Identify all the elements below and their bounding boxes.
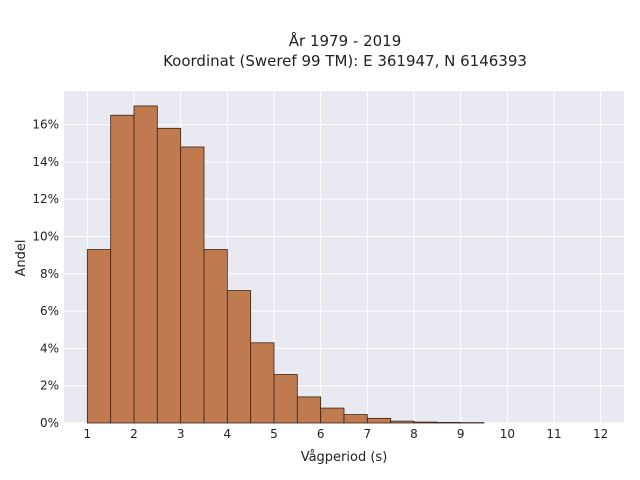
y-tick-label: 4% (40, 341, 59, 355)
histogram-bar (436, 422, 462, 424)
y-tick-label: 14% (32, 155, 59, 169)
histogram-bar (226, 290, 252, 424)
x-tick-label: 10 (500, 427, 515, 441)
y-axis-ticks: 0% 2% 4% 6% 8% 10% 12% 14% 16% (32, 118, 59, 430)
x-tick-label: 4 (224, 427, 232, 441)
histogram-bar (320, 407, 345, 424)
y-tick-label: 6% (40, 304, 59, 318)
histogram-bar (133, 105, 158, 424)
x-tick-label: 2 (130, 427, 138, 441)
y-tick-label: 2% (40, 379, 59, 393)
histogram-bar (413, 421, 438, 424)
x-axis-label: Vågperiod (s) (301, 450, 388, 465)
x-tick-label: 11 (546, 427, 561, 441)
x-tick-label: 8 (410, 427, 418, 441)
histogram-bar (343, 414, 368, 424)
histogram-bar (390, 420, 415, 424)
histogram-bar (250, 342, 275, 424)
x-tick-label: 1 (84, 427, 92, 441)
x-tick-label: 9 (457, 427, 465, 441)
histogram-bar (273, 374, 298, 424)
histogram-bar (156, 127, 182, 424)
y-tick-label: 10% (32, 229, 59, 243)
chart-title: År 1979 - 2019 (289, 31, 402, 50)
histogram-bar (296, 396, 322, 424)
histogram-bar (86, 249, 112, 424)
x-tick-label: 12 (593, 427, 608, 441)
y-tick-label: 8% (40, 267, 59, 281)
y-tick-label: 12% (32, 192, 59, 206)
y-tick-label: 0% (40, 416, 59, 430)
x-tick-label: 6 (317, 427, 325, 441)
y-axis-label: Andel (14, 240, 29, 277)
x-tick-label: 3 (177, 427, 185, 441)
chart-subtitle: Koordinat (Sweref 99 TM): E 361947, N 61… (163, 52, 527, 70)
histogram-bar (366, 417, 392, 424)
x-tick-label: 5 (270, 427, 278, 441)
y-tick-label: 16% (32, 118, 59, 132)
histogram-bar (203, 249, 228, 424)
histogram-bar (110, 114, 135, 424)
x-axis-ticks: 1 2 3 4 5 6 7 8 9 10 11 12 (84, 427, 609, 441)
histogram-bar (180, 146, 205, 424)
x-tick-label: 7 (364, 427, 372, 441)
bars (86, 105, 485, 424)
